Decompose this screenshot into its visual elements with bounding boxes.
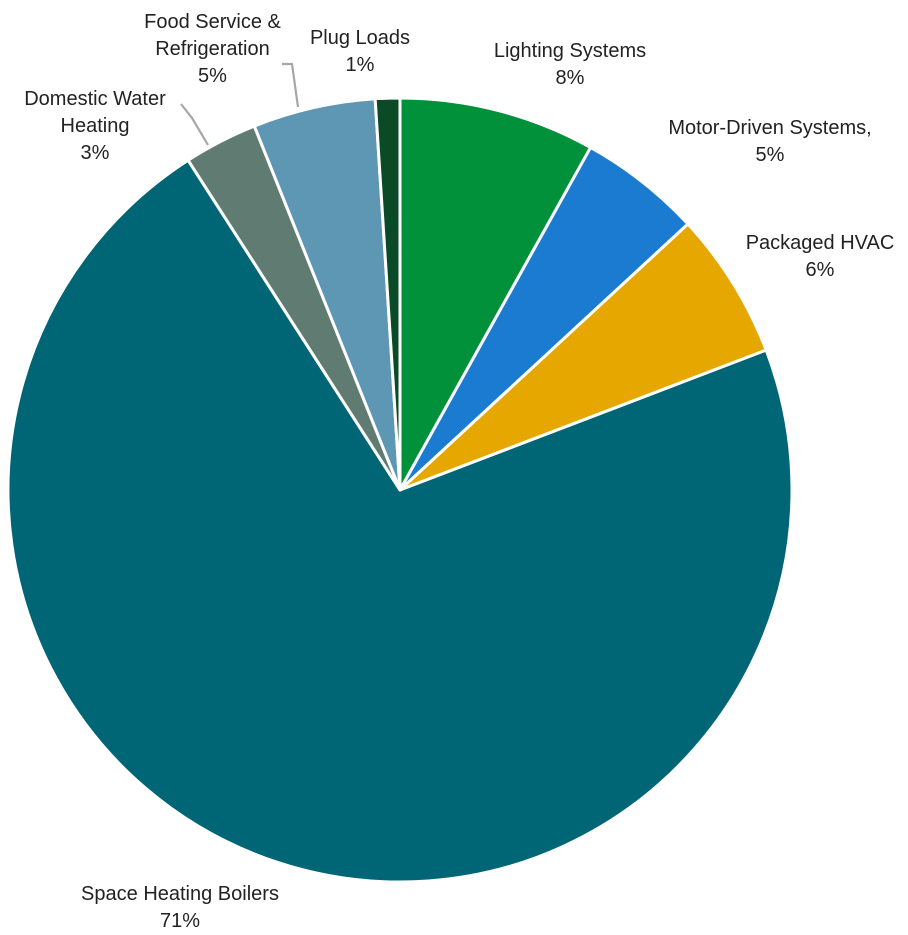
slice-value-label: 3% [80, 142, 110, 164]
slice-value-label: 6% [805, 259, 835, 281]
slice-label-packaged-hvac: Packaged HVAC 6% [735, 230, 905, 284]
pie-slice-plug-loads [373, 96, 402, 492]
slice-label-motor-driven-systems: Motor-Driven Systems, 5% [640, 115, 900, 169]
slice-label-domestic-water-heating: Domestic Water Heating 3% [5, 86, 185, 167]
pie-slice-lighting-systems [398, 96, 593, 492]
slice-label-line: Packaged HVAC [745, 232, 895, 254]
slice-label-line: Lighting Systems [493, 40, 647, 62]
leader-line-domestic-water-heating [180, 103, 209, 146]
slice-label-line: Plug Loads [309, 27, 411, 49]
slice-value-label: 8% [555, 67, 585, 89]
slice-label-lighting-systems: Lighting Systems 8% [470, 38, 670, 92]
pie-slices [6, 96, 794, 884]
slice-value-label: 5% [755, 144, 785, 166]
slice-label-food-service-refrigeration: Food Service & Refrigeration 5% [125, 9, 300, 90]
slice-value-label: 5% [198, 65, 227, 87]
leader-lines [180, 62, 300, 146]
slice-label-plug-loads: Plug Loads 1% [295, 25, 425, 79]
slice-label-line: Food Service & [144, 11, 281, 33]
slice-value-label: 1% [345, 54, 375, 76]
slice-label-line: Motor-Driven Systems, [668, 117, 872, 139]
slice-label-line: Space Heating Boilers [81, 883, 279, 905]
slice-label-space-heating-boilers: Space Heating Boilers 71% [50, 881, 310, 935]
pie-slice-packaged-hvac [398, 222, 768, 492]
leader-line-food-service [282, 62, 300, 108]
slice-label-line: Refrigeration [155, 38, 270, 60]
slice-value-label: 71% [159, 910, 201, 932]
slice-label-line: Heating [60, 115, 130, 137]
pie-slice-space-heating-boilers [6, 158, 794, 884]
slice-label-line: Domestic Water [24, 88, 166, 110]
